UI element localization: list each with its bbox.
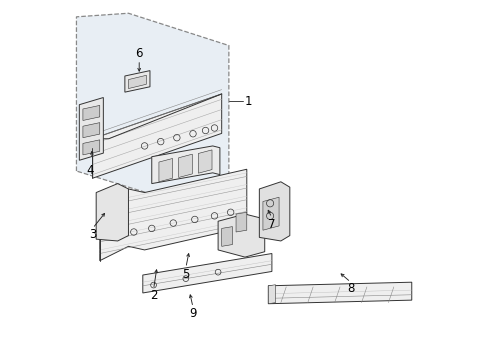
Polygon shape	[259, 182, 290, 241]
Polygon shape	[221, 226, 232, 246]
Text: 5: 5	[182, 268, 190, 281]
Polygon shape	[76, 13, 229, 202]
Polygon shape	[143, 253, 272, 293]
Polygon shape	[93, 94, 221, 178]
Polygon shape	[159, 158, 172, 182]
Polygon shape	[83, 105, 100, 121]
Text: 6: 6	[135, 47, 143, 60]
Polygon shape	[198, 150, 212, 173]
Text: 4: 4	[86, 164, 94, 177]
Polygon shape	[100, 169, 247, 261]
Polygon shape	[152, 146, 220, 184]
Polygon shape	[269, 285, 275, 304]
Text: 3: 3	[89, 228, 96, 242]
Polygon shape	[128, 75, 147, 89]
Polygon shape	[179, 154, 192, 177]
Text: 2: 2	[150, 289, 157, 302]
Text: 8: 8	[347, 282, 354, 295]
Polygon shape	[269, 282, 412, 304]
Polygon shape	[236, 212, 247, 232]
Polygon shape	[96, 184, 128, 241]
Text: 9: 9	[189, 307, 197, 320]
Polygon shape	[125, 71, 150, 92]
Polygon shape	[83, 123, 100, 138]
Polygon shape	[83, 140, 100, 155]
Text: 1: 1	[245, 95, 252, 108]
Text: 7: 7	[268, 218, 276, 231]
Polygon shape	[79, 98, 103, 160]
Polygon shape	[263, 197, 279, 230]
Polygon shape	[218, 214, 265, 257]
